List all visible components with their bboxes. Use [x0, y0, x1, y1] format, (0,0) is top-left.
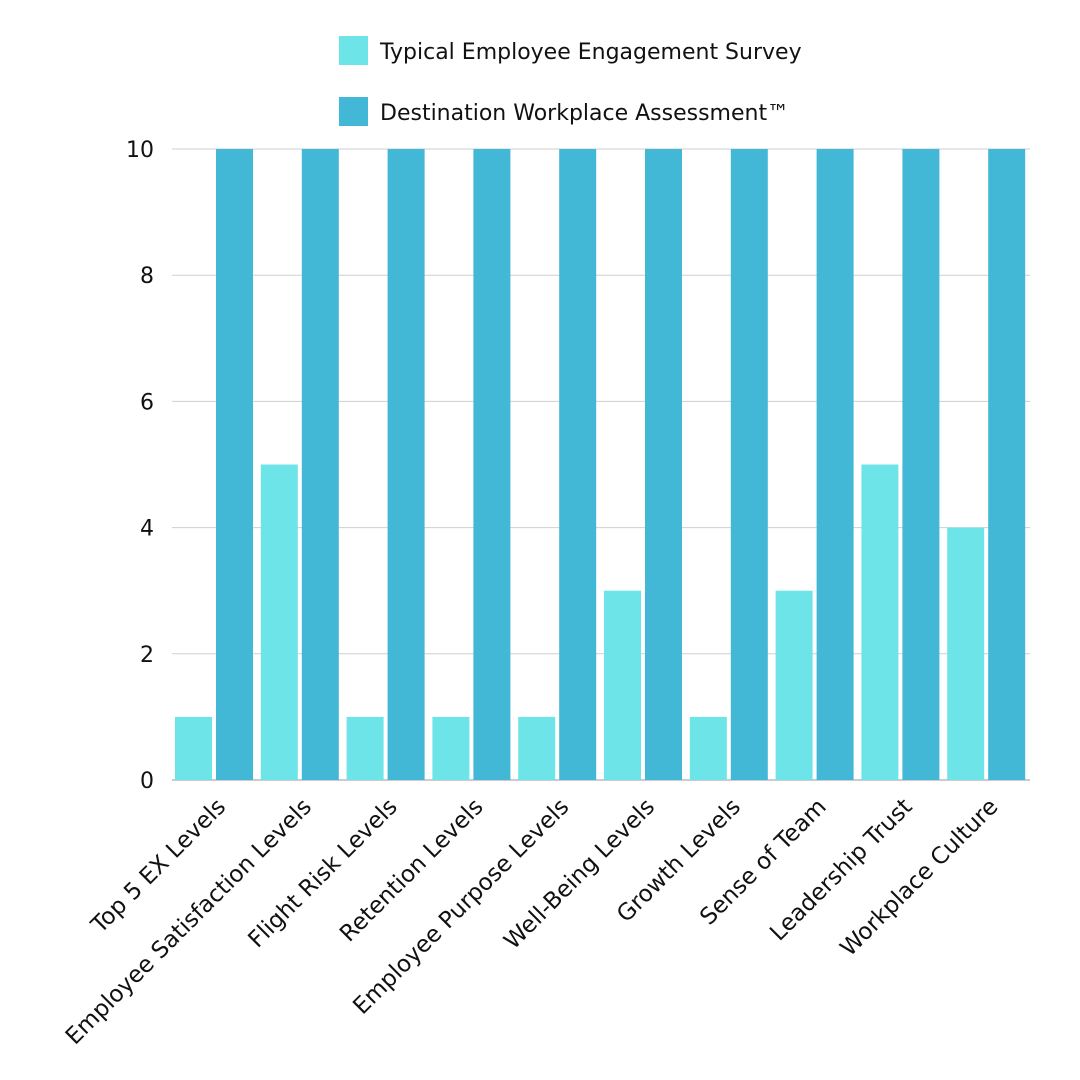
bar-typical-survey	[518, 716, 556, 780]
bars-layer	[175, 149, 1026, 780]
grid-layer	[172, 148, 1030, 781]
bar-typical-survey	[432, 716, 470, 780]
bar-destination-assessment	[902, 149, 940, 780]
y-tick-label: 8	[140, 264, 154, 289]
bar-typical-survey	[175, 716, 212, 780]
y-tick-label: 2	[140, 643, 154, 668]
x-tick-label: Leadership Trust	[765, 794, 917, 946]
bar-destination-assessment	[387, 149, 425, 780]
legend-swatch	[339, 36, 368, 65]
legend-label: Typical Employee Engagement Survey	[379, 40, 802, 65]
bar-destination-assessment	[473, 149, 511, 780]
bar-typical-survey	[689, 716, 727, 780]
bar-destination-assessment	[216, 149, 253, 780]
x-tick-label: Workplace Culture	[836, 794, 1004, 962]
x-tick-label: Well-Being Levels	[499, 794, 660, 955]
bar-destination-assessment	[816, 149, 854, 780]
bar-typical-survey	[861, 464, 899, 780]
bar-destination-assessment	[645, 149, 682, 780]
legend-label: Destination Workplace Assessment™	[380, 101, 789, 126]
bar-destination-assessment	[301, 149, 339, 780]
y-tick-label: 4	[140, 517, 154, 542]
x-tick-label: Retention Levels	[335, 794, 488, 947]
bar-destination-assessment	[559, 149, 597, 780]
y-tick-label: 6	[140, 390, 154, 415]
bar-destination-assessment	[988, 149, 1026, 780]
bar-typical-survey	[947, 527, 985, 780]
bar-typical-survey	[775, 590, 813, 780]
legend: Typical Employee Engagement Survey Destin…	[339, 36, 802, 126]
bar-destination-assessment	[730, 149, 768, 780]
bar-typical-survey	[260, 464, 298, 780]
x-tick-label: Flight Risk Levels	[243, 794, 402, 953]
bar-typical-survey	[346, 716, 384, 780]
bar-typical-survey	[604, 590, 641, 780]
y-tick-label: 10	[126, 138, 154, 163]
legend-swatch	[339, 97, 368, 126]
y-tick-label: 0	[140, 769, 154, 794]
